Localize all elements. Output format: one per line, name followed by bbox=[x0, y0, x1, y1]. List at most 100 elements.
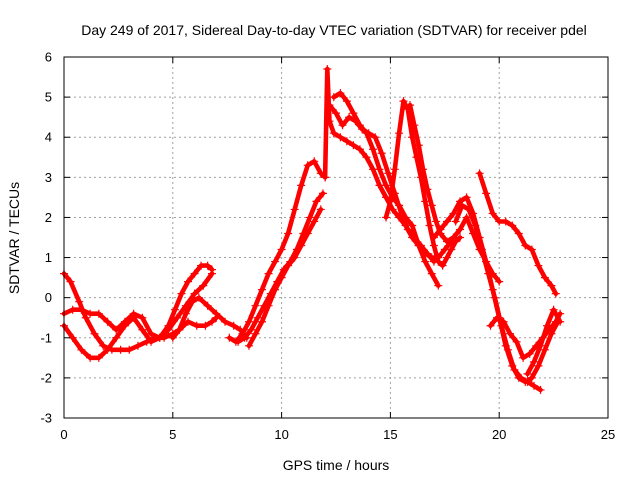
plot-frame bbox=[63, 56, 609, 419]
data-point bbox=[456, 197, 465, 206]
data-point bbox=[271, 285, 280, 294]
data-point bbox=[495, 277, 504, 286]
data-point bbox=[244, 341, 253, 350]
data-point bbox=[449, 209, 458, 218]
data-point bbox=[499, 317, 508, 326]
series-line bbox=[246, 207, 324, 349]
data-point bbox=[332, 109, 340, 118]
data-point bbox=[368, 145, 377, 154]
data-point bbox=[81, 313, 90, 322]
data-point bbox=[349, 141, 358, 150]
data-point bbox=[408, 221, 417, 230]
y-tick-label: 4 bbox=[45, 130, 52, 145]
x-axis-label: GPS time / hours bbox=[283, 457, 390, 473]
data-point bbox=[297, 241, 306, 250]
series-track-5 bbox=[225, 157, 330, 346]
series-layer bbox=[60, 65, 565, 394]
data-point bbox=[234, 337, 243, 346]
data-point bbox=[77, 305, 86, 314]
data-point bbox=[103, 345, 112, 354]
data-point bbox=[305, 213, 314, 222]
data-point bbox=[342, 137, 351, 146]
data-point bbox=[201, 321, 210, 330]
data-point bbox=[386, 197, 395, 206]
data-point bbox=[181, 309, 190, 318]
data-point bbox=[516, 373, 525, 382]
data-point bbox=[395, 201, 404, 210]
data-point bbox=[103, 317, 112, 326]
data-point bbox=[375, 165, 384, 174]
y-tick-label: -1 bbox=[40, 330, 52, 345]
data-point bbox=[164, 321, 173, 330]
data-point bbox=[303, 229, 312, 238]
data-point bbox=[438, 261, 447, 270]
data-point bbox=[310, 157, 319, 166]
series-track-17 bbox=[523, 305, 565, 378]
data-point bbox=[112, 333, 121, 342]
data-point bbox=[434, 281, 443, 290]
data-point bbox=[316, 205, 325, 214]
data-point bbox=[77, 345, 86, 354]
data-point bbox=[423, 249, 432, 258]
data-point bbox=[490, 293, 499, 302]
data-point bbox=[147, 337, 156, 346]
data-point bbox=[251, 329, 260, 338]
x-tick-label: 15 bbox=[383, 427, 397, 442]
data-point bbox=[543, 321, 552, 330]
data-point bbox=[251, 301, 260, 310]
data-point bbox=[456, 225, 465, 234]
data-point bbox=[482, 189, 491, 198]
data-point bbox=[329, 93, 338, 102]
data-point bbox=[530, 381, 539, 390]
data-point bbox=[66, 277, 75, 286]
data-point bbox=[449, 233, 458, 242]
data-point bbox=[519, 353, 528, 362]
x-tick-label: 10 bbox=[274, 427, 288, 442]
data-point bbox=[329, 129, 338, 138]
series-line bbox=[61, 271, 219, 353]
data-point bbox=[264, 269, 273, 278]
data-point bbox=[488, 209, 497, 218]
data-point bbox=[312, 197, 321, 206]
data-point bbox=[414, 241, 423, 250]
data-point bbox=[318, 189, 327, 198]
data-point bbox=[390, 165, 399, 174]
data-point bbox=[471, 221, 480, 230]
data-point bbox=[530, 357, 539, 366]
data-point bbox=[177, 289, 186, 298]
data-point bbox=[371, 133, 380, 142]
data-point bbox=[399, 97, 408, 106]
y-tick-label: 6 bbox=[45, 50, 52, 65]
x-tick-label: 5 bbox=[169, 427, 176, 442]
data-point bbox=[175, 325, 184, 334]
data-point bbox=[297, 181, 306, 190]
data-point bbox=[401, 213, 410, 222]
y-tick-label: 0 bbox=[45, 290, 52, 305]
data-point bbox=[277, 245, 286, 254]
y-tick-label: -3 bbox=[40, 411, 52, 426]
data-point bbox=[451, 237, 460, 246]
data-point bbox=[421, 257, 430, 266]
data-point bbox=[403, 225, 412, 234]
x-tick-label: 20 bbox=[492, 427, 506, 442]
data-point bbox=[155, 333, 164, 342]
data-point bbox=[207, 265, 216, 274]
data-point bbox=[342, 97, 351, 106]
chart-title: Day 249 of 2017, Sidereal Day-to-day VTE… bbox=[81, 22, 587, 38]
data-point bbox=[536, 341, 545, 350]
data-point bbox=[247, 325, 256, 334]
data-point bbox=[355, 121, 364, 130]
data-point bbox=[212, 309, 221, 318]
data-point bbox=[99, 341, 108, 350]
data-point bbox=[414, 141, 423, 150]
data-point bbox=[325, 101, 334, 110]
data-point bbox=[290, 205, 299, 214]
data-point bbox=[486, 321, 495, 330]
data-point bbox=[355, 145, 364, 154]
data-point bbox=[362, 129, 371, 138]
data-point bbox=[125, 345, 134, 354]
data-point bbox=[336, 89, 345, 98]
x-tick-label: 0 bbox=[60, 427, 67, 442]
data-point bbox=[549, 305, 558, 314]
data-point bbox=[94, 353, 103, 362]
